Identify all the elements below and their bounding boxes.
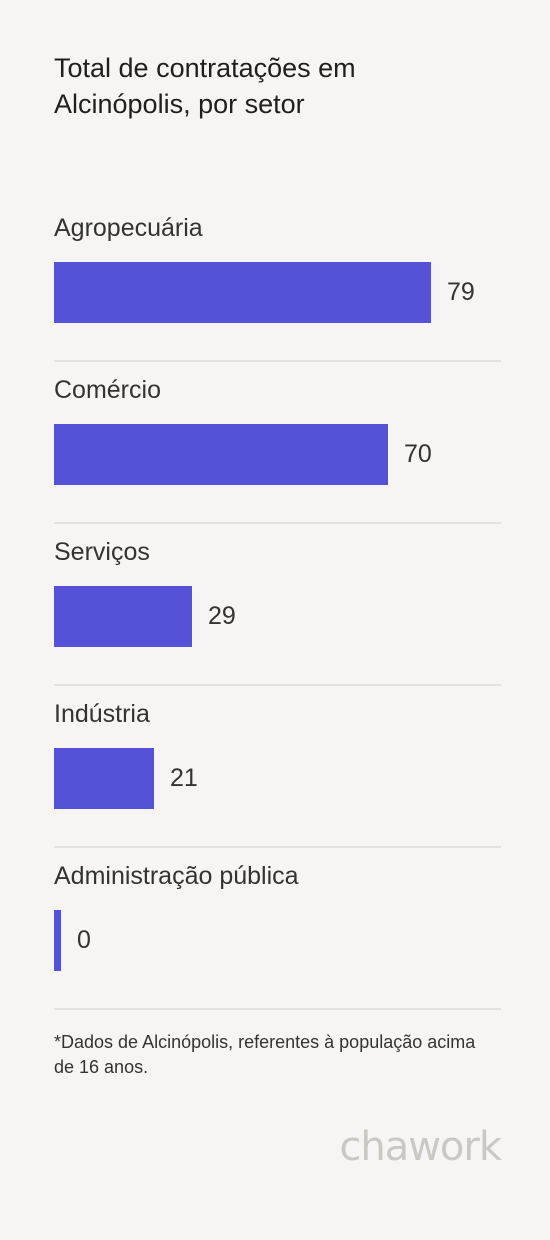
- bar: [54, 424, 388, 485]
- bar-row: Agropecuária 79: [54, 200, 501, 362]
- bar: [54, 586, 192, 647]
- value-label: 29: [208, 602, 236, 630]
- bar-row: Indústria 21: [54, 686, 501, 848]
- bar-row: Administração pública 0: [54, 848, 501, 1010]
- chart-title: Total de contratações em Alcinópolis, po…: [54, 53, 356, 119]
- category-label: Serviços: [54, 538, 150, 566]
- footnote: *Dados de Alcinópolis, referentes à popu…: [54, 1032, 476, 1077]
- bar: [54, 910, 61, 971]
- category-label: Agropecuária: [54, 214, 203, 242]
- bar-row: Comércio 70: [54, 362, 501, 524]
- value-label: 0: [77, 926, 91, 954]
- category-label: Administração pública: [54, 862, 299, 890]
- value-label: 21: [170, 764, 198, 792]
- chawork-logo: chawork: [339, 1124, 502, 1170]
- bar: [54, 262, 431, 323]
- bar-row: Serviços 29: [54, 524, 501, 686]
- bar: [54, 748, 154, 809]
- value-label: 70: [404, 440, 432, 468]
- bar-chart: Agropecuária 79 Comércio 70 Serviços 29 Indúst…: [54, 200, 501, 1010]
- category-label: Comércio: [54, 376, 161, 404]
- value-label: 79: [447, 278, 475, 306]
- category-label: Indústria: [54, 700, 150, 728]
